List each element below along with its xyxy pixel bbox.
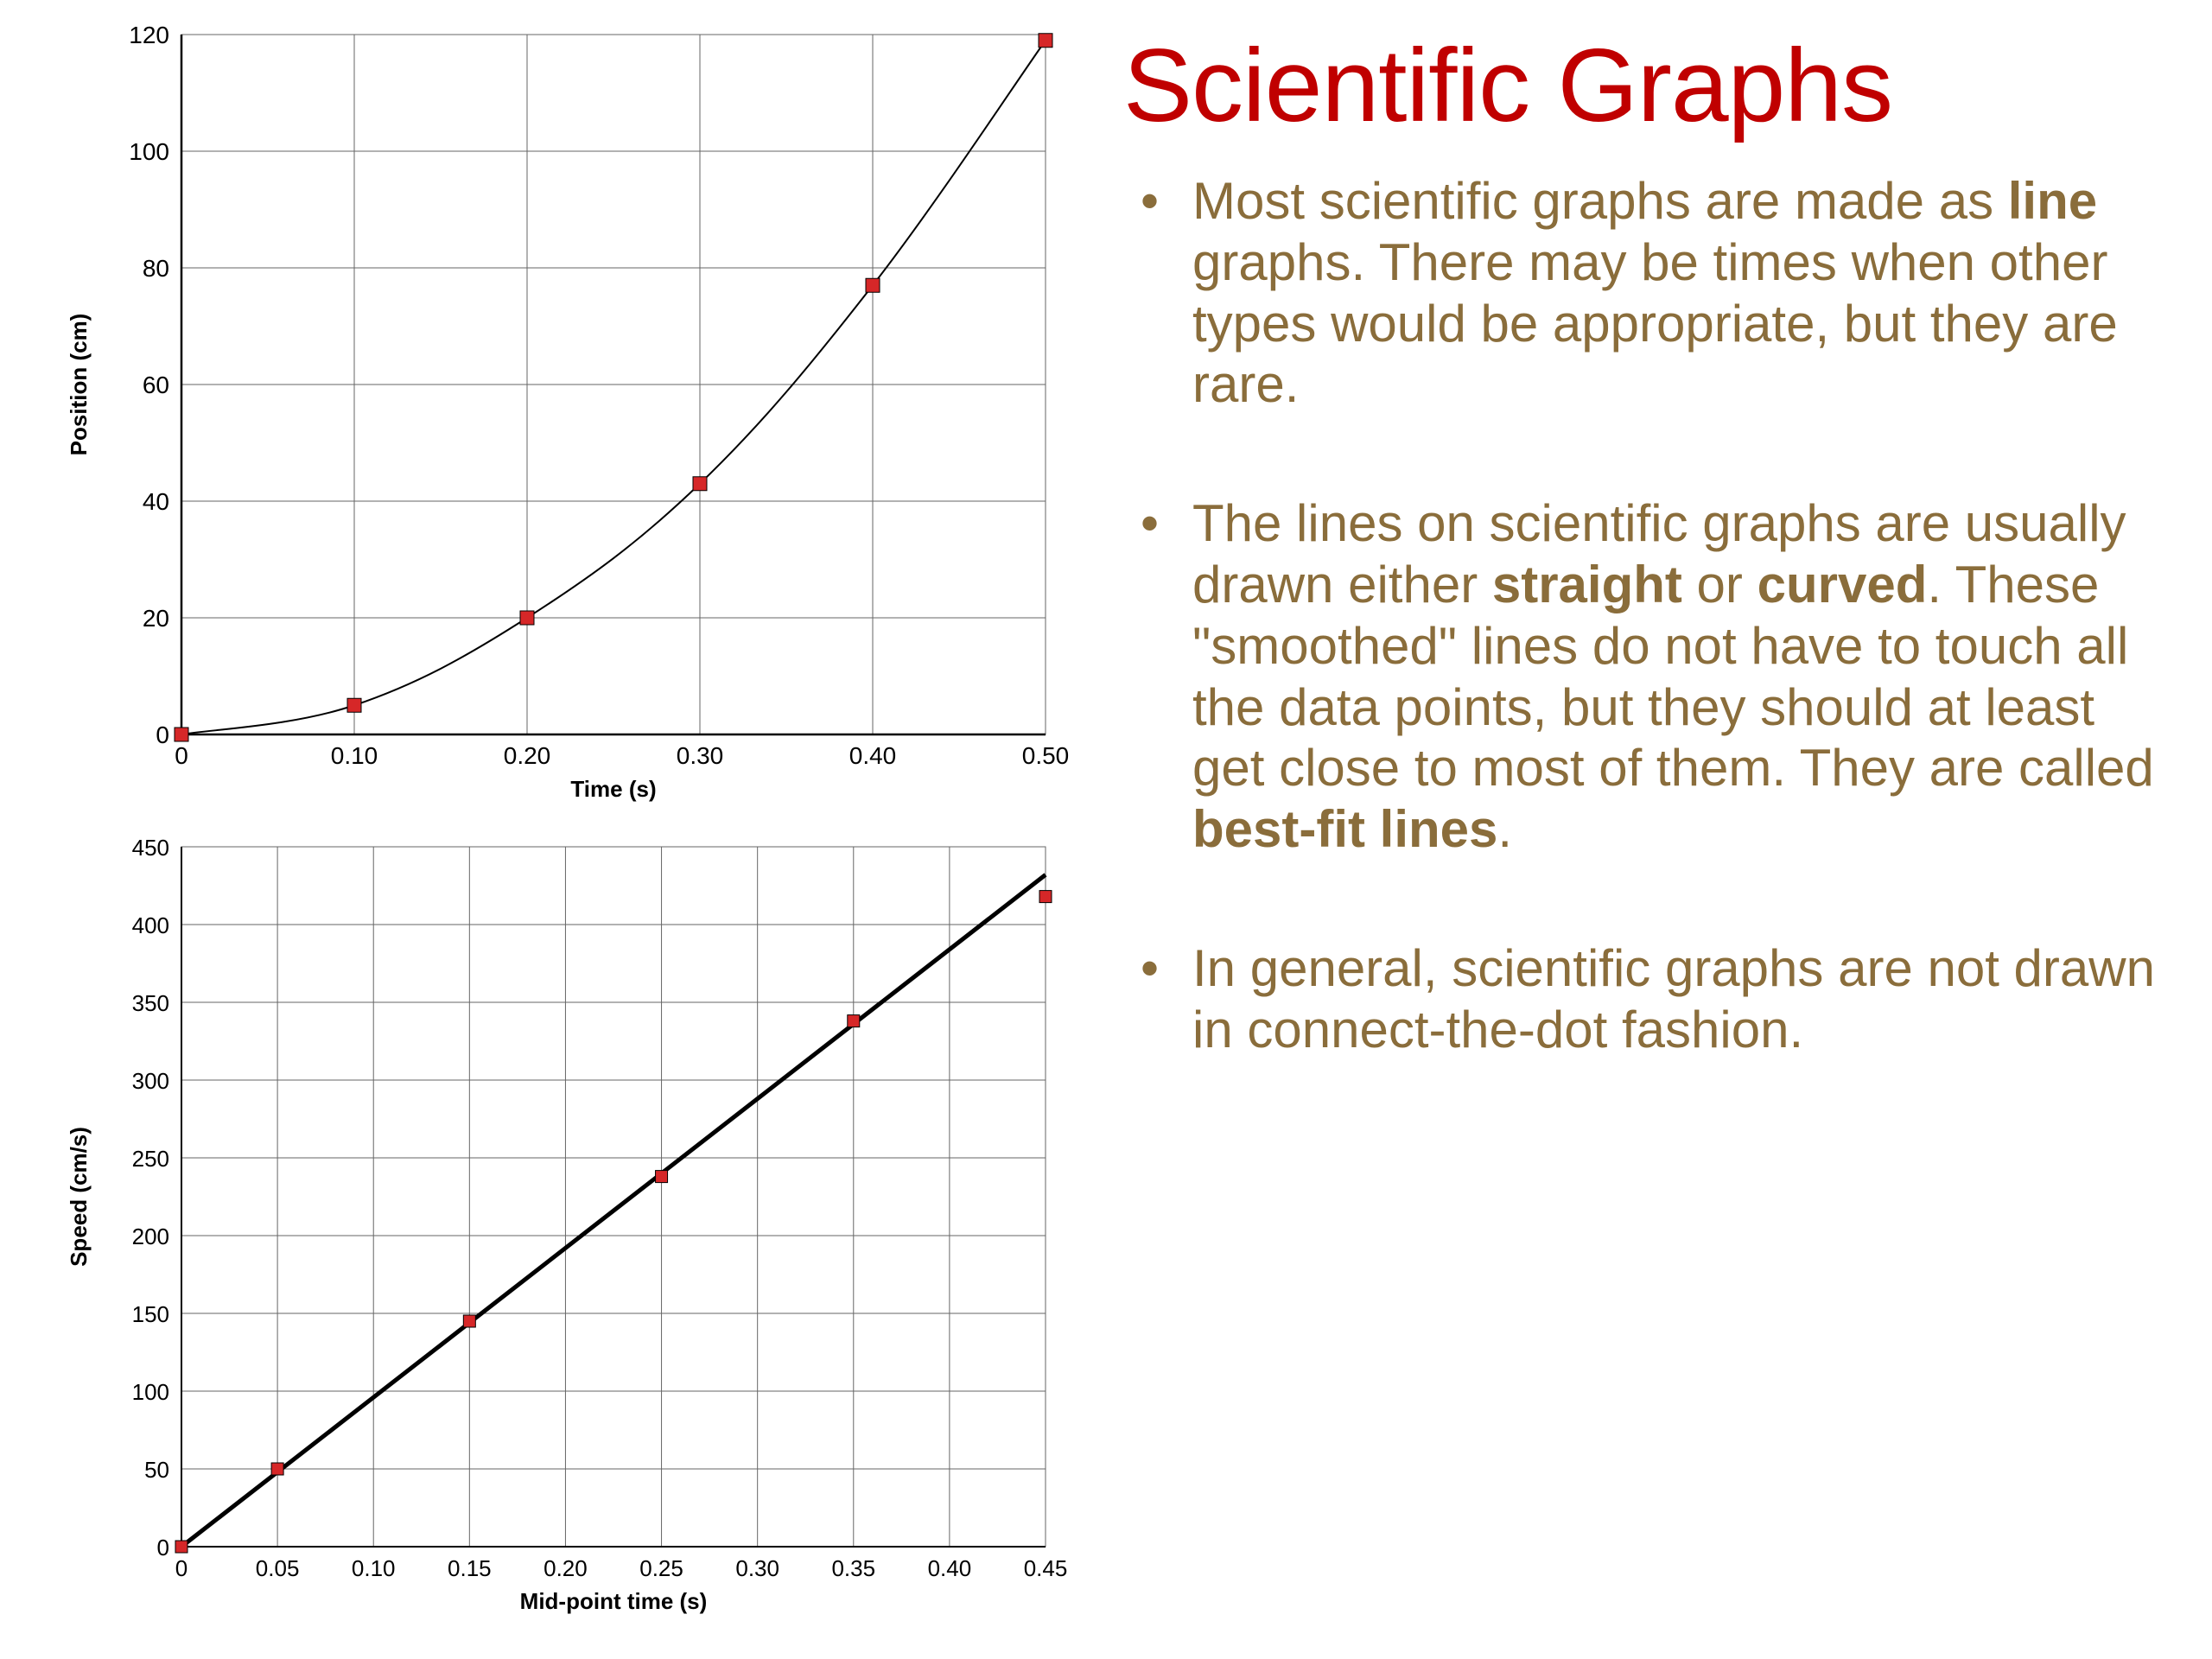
svg-text:0: 0 [157, 1535, 169, 1560]
slide: 00.100.200.300.400.50020406080100120Time… [0, 0, 2212, 1659]
svg-text:40: 40 [143, 488, 169, 515]
svg-text:450: 450 [132, 835, 169, 861]
text: or [1682, 556, 1758, 613]
svg-text:0.10: 0.10 [352, 1555, 396, 1581]
svg-text:0.20: 0.20 [543, 1555, 588, 1581]
svg-text:0.15: 0.15 [448, 1555, 492, 1581]
svg-text:300: 300 [132, 1068, 169, 1094]
svg-text:400: 400 [132, 912, 169, 938]
bullet-3: In general, scientific graphs are not dr… [1123, 938, 2177, 1061]
chart-position-vs-time: 0 0.10 0.20 0.30 0.40 0.50 0 20 40 60 80 100 120 Time… [35, 17, 1071, 821]
bold: curved [1758, 556, 1928, 613]
svg-text:100: 100 [129, 138, 169, 165]
text-column: Scientific Graphs Most scientific graphs… [1071, 17, 2177, 1624]
svg-text:0.25: 0.25 [639, 1555, 683, 1581]
text: In general, scientific graphs are not dr… [1192, 939, 2155, 1058]
charts-column: 0 0.10 0.20 0.30 0.40 0.50 0 20 40 60 80 100 120 Time… [35, 17, 1071, 1624]
svg-text:0.30: 0.30 [677, 742, 724, 769]
svg-text:250: 250 [132, 1146, 169, 1172]
bold: straight [1492, 556, 1682, 613]
svg-text:60: 60 [143, 372, 169, 398]
text: . [1497, 800, 1512, 858]
text: graphs. There may be times when other ty… [1192, 233, 2118, 414]
svg-text:0.50: 0.50 [1022, 742, 1070, 769]
chart2-svg: 0 0.05 0.10 0.15 0.20 0.25 0.30 0.35 0.40 0.45 0 50… [35, 830, 1071, 1633]
svg-text:Mid-point time (s): Mid-point time (s) [520, 1588, 708, 1614]
svg-text:Speed (cm/s): Speed (cm/s) [66, 1127, 92, 1267]
bold: line [2008, 172, 2097, 230]
bullet-list: Most scientific graphs are made as line … [1123, 171, 2177, 1061]
svg-text:150: 150 [132, 1301, 169, 1327]
svg-text:0.10: 0.10 [331, 742, 378, 769]
svg-text:350: 350 [132, 990, 169, 1016]
svg-text:0: 0 [175, 1555, 188, 1581]
svg-text:20: 20 [143, 605, 169, 632]
svg-text:0.40: 0.40 [928, 1555, 972, 1581]
svg-text:80: 80 [143, 255, 169, 282]
text: Most scientific graphs are made as [1192, 172, 2008, 230]
page-title: Scientific Graphs [1123, 26, 2177, 145]
svg-text:0.35: 0.35 [831, 1555, 875, 1581]
svg-text:0: 0 [156, 721, 169, 748]
bullet-2: The lines on scientific graphs are usual… [1123, 493, 2177, 861]
bullet-1: Most scientific graphs are made as line … [1123, 171, 2177, 416]
svg-text:0.30: 0.30 [735, 1555, 779, 1581]
svg-text:100: 100 [132, 1379, 169, 1405]
svg-text:Position (cm): Position (cm) [66, 314, 92, 456]
svg-text:0.45: 0.45 [1024, 1555, 1068, 1581]
svg-text:0: 0 [175, 742, 188, 769]
chart1-svg: 0 0.10 0.20 0.30 0.40 0.50 0 20 40 60 80 100 120 Time… [35, 17, 1071, 821]
svg-text:120: 120 [129, 22, 169, 48]
svg-text:0.05: 0.05 [256, 1555, 300, 1581]
svg-text:0.20: 0.20 [504, 742, 551, 769]
svg-text:0.40: 0.40 [849, 742, 897, 769]
chart-speed-vs-time: 0 0.05 0.10 0.15 0.20 0.25 0.30 0.35 0.40 0.45 0 50… [35, 830, 1071, 1633]
svg-text:200: 200 [132, 1224, 169, 1249]
bold: best-fit lines [1192, 800, 1497, 858]
svg-text:50: 50 [144, 1457, 169, 1483]
svg-text:Time (s): Time (s) [570, 776, 656, 802]
